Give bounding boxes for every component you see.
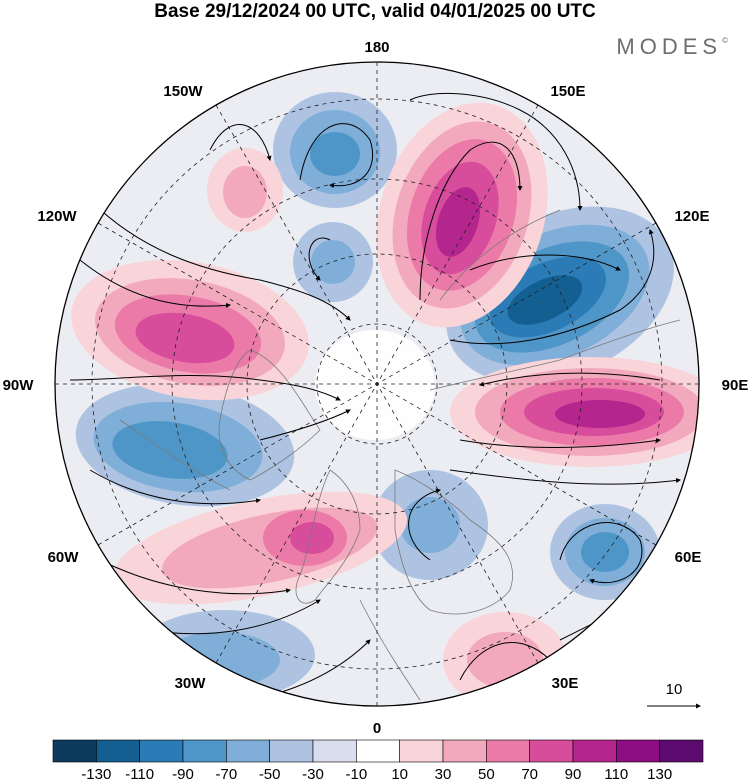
lon-label-120e: 120E <box>674 208 709 225</box>
colorbar-swatch <box>356 739 400 763</box>
pole-region <box>315 330 435 440</box>
pink-anomaly-nw <box>207 148 283 232</box>
lon-label-180: 180 <box>364 39 389 56</box>
map-title: Base 29/12/2024 00 UTC, valid 04/01/2025… <box>154 1 596 22</box>
colorbar-swatch <box>572 739 617 763</box>
colorbar-swatch <box>182 739 227 763</box>
colorbar-tick-label: -70 <box>215 766 237 783</box>
colorbar-tick-label: -30 <box>302 766 324 783</box>
colorbar-swatch <box>226 739 270 763</box>
reference-vector-label: 10 <box>666 681 683 698</box>
lon-label-30w: 30W <box>175 675 207 692</box>
lon-label-0: 0 <box>373 720 381 737</box>
colorbar-swatch <box>139 739 184 763</box>
colorbar-tick-label: 90 <box>565 766 582 783</box>
colorbar-tick-label: 130 <box>647 766 672 783</box>
lon-label-150e: 150E <box>550 83 585 100</box>
colorbar-tick-label: 70 <box>521 766 538 783</box>
lon-label-60e: 60E <box>675 549 702 566</box>
colorbar-tick-label: -50 <box>259 766 281 783</box>
coastlines <box>119 209 681 701</box>
blue-anomaly-e <box>550 504 660 600</box>
colorbar-swatch <box>659 739 704 763</box>
pink-anomaly-se <box>443 612 567 706</box>
lon-label-120w: 120W <box>37 208 77 225</box>
colorbar-tick-label: 10 <box>391 766 408 783</box>
colorbar: -130 -110 -90 -70 -50 -30 -10 10 30 50 70 90 110 130 <box>52 739 704 783</box>
lon-label-150w: 150W <box>163 83 203 100</box>
colorbar-tick-label: -10 <box>345 766 367 783</box>
colorbar-swatch <box>96 739 140 763</box>
colorbar-swatch <box>529 739 574 763</box>
graticule <box>55 62 699 706</box>
blue-anomaly-nw <box>273 92 397 208</box>
anomaly-field <box>55 62 699 706</box>
colorbar-swatch <box>399 739 444 763</box>
colorbar-tick-label: 110 <box>604 766 628 783</box>
lon-label-90w: 90W <box>3 377 35 394</box>
blue-anomaly-s <box>135 470 488 700</box>
colorbar-tick-label: 50 <box>478 766 495 783</box>
map-border <box>54 61 700 707</box>
blue-anomaly-n <box>293 222 373 302</box>
colorbar-tick-label: -90 <box>172 766 194 783</box>
colorbar-swatch <box>312 739 357 763</box>
brand-logo: MODES© <box>616 34 728 60</box>
colorbar-swatch <box>269 739 314 763</box>
lon-label-90e: 90E <box>722 377 749 394</box>
colorbar-tick-label: -130 <box>81 766 111 783</box>
colorbar-swatch <box>486 739 530 763</box>
blue-anomaly-w <box>75 383 295 507</box>
lon-label-30e: 30E <box>552 675 579 692</box>
brand-name: MODES <box>616 34 723 59</box>
streamlines <box>69 93 681 701</box>
pink-anomaly-w <box>71 259 309 401</box>
brand-mark: © <box>722 36 728 45</box>
colorbar-swatch <box>442 739 487 763</box>
colorbar-tick-label: 30 <box>435 766 452 783</box>
colorbar-tick-label: -110 <box>125 766 154 783</box>
colorbar-swatch <box>52 739 97 763</box>
colorbar-swatch <box>616 739 660 763</box>
lon-label-60w: 60W <box>48 549 80 566</box>
